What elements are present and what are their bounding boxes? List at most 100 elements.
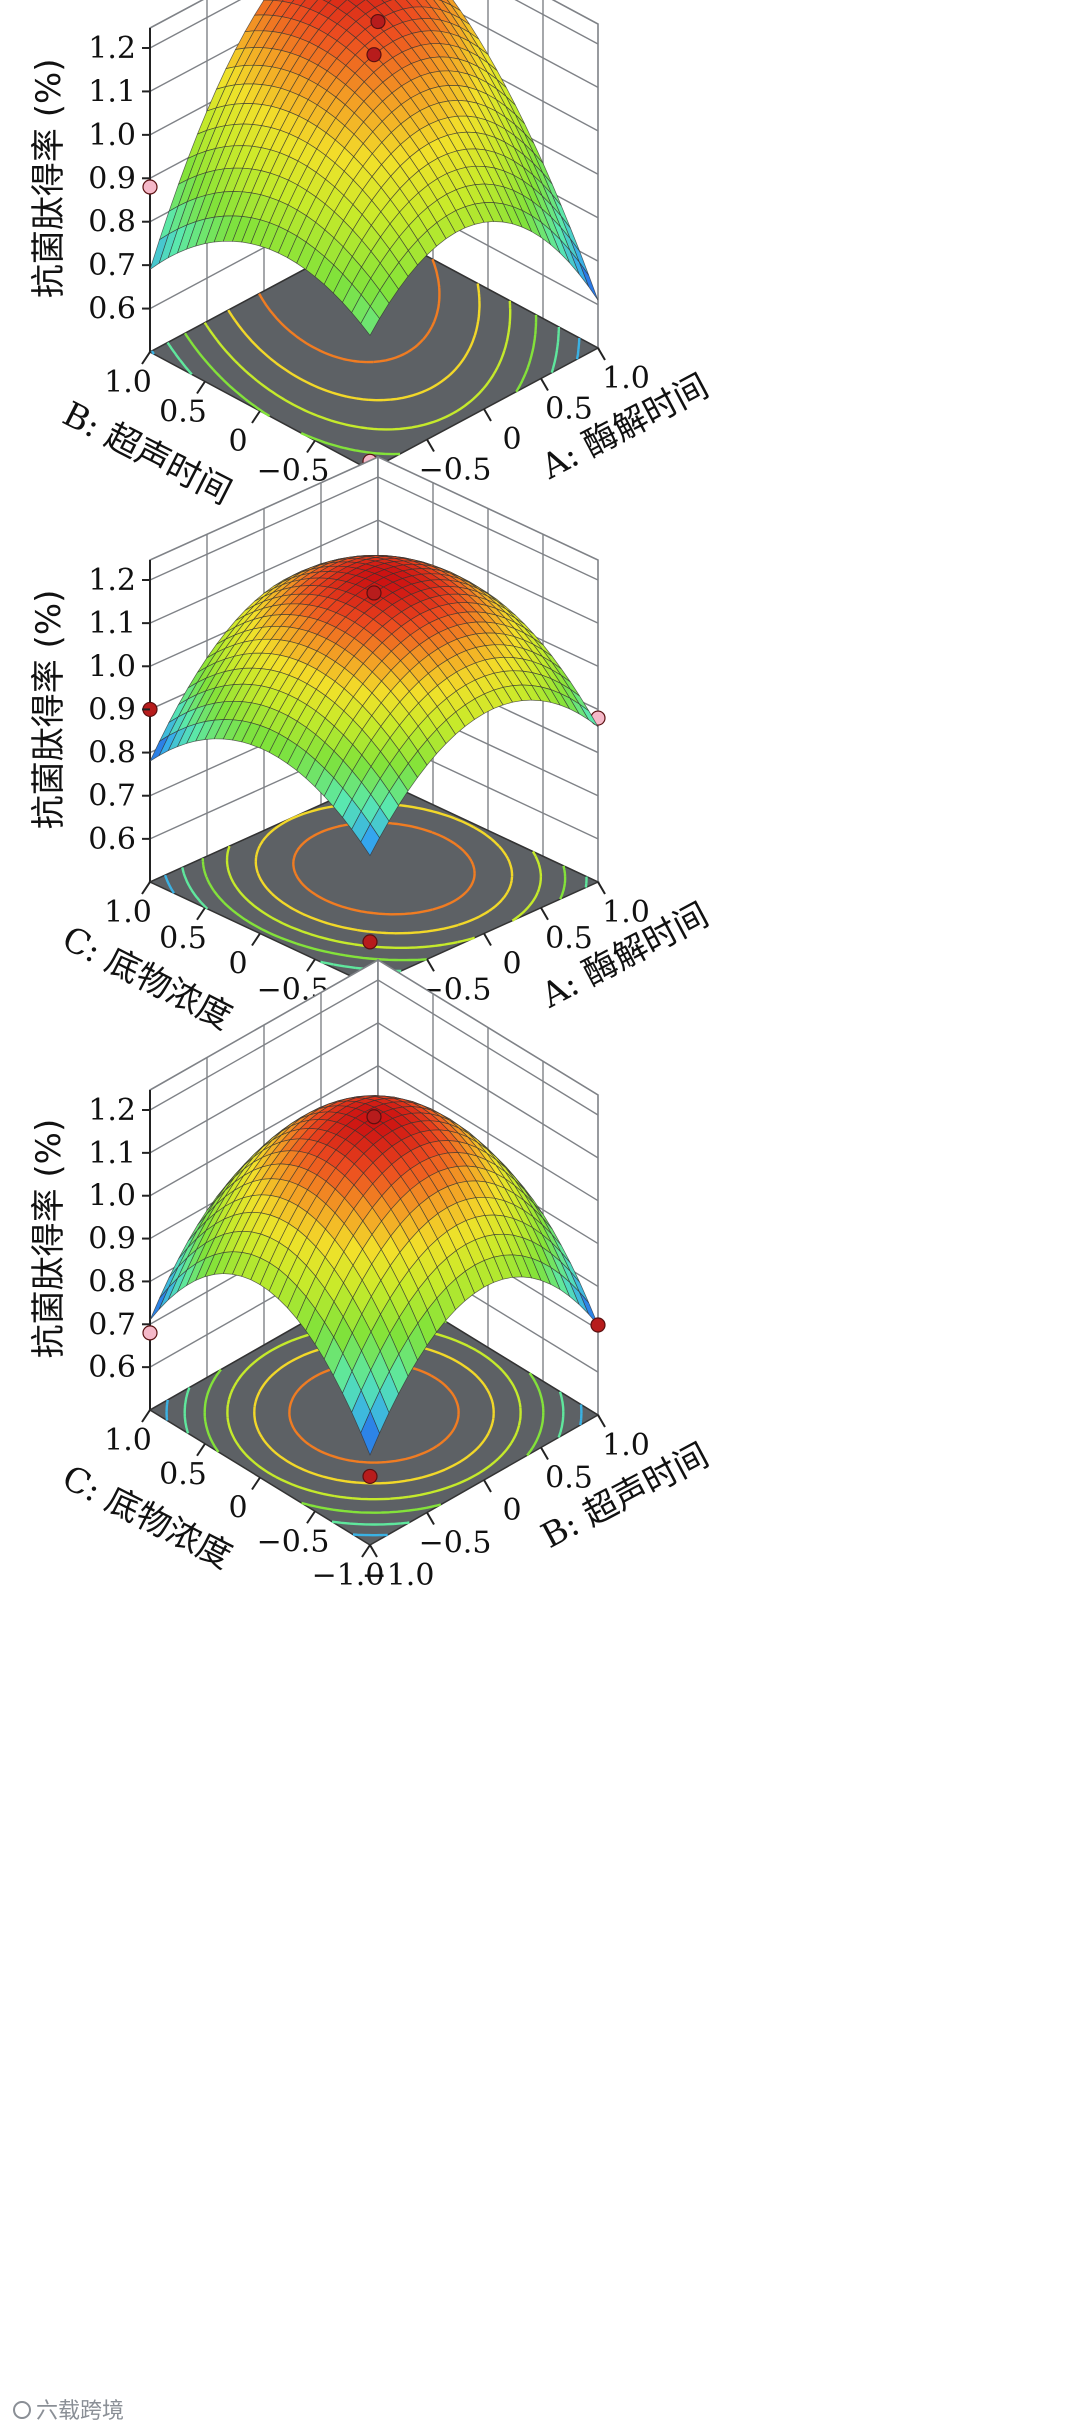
x-tick-label: 0.5 — [545, 921, 593, 956]
z-axis-title: 抗菌肽得率 (%) — [29, 58, 69, 298]
x-tick-label: 0 — [502, 1493, 521, 1528]
z-tick-label: 1.0 — [88, 1179, 136, 1214]
z-tick-label: 0.9 — [88, 692, 136, 727]
z-axis-title: 抗菌肽得率 (%) — [29, 1119, 69, 1359]
y-tick — [306, 958, 316, 972]
y-tick-label: 1.0 — [104, 895, 152, 930]
wall-grid-line — [377, 1022, 599, 1159]
wall-grid-line — [149, 979, 379, 1111]
x-tick — [597, 1414, 606, 1428]
wall-grid-line — [377, 979, 599, 1116]
design-point — [366, 47, 382, 63]
y-axis-title: C: 底物浓度 — [56, 919, 238, 1038]
y-tick — [251, 932, 261, 947]
z-tick-label: 0.6 — [88, 292, 136, 327]
y-tick-label: −1.0 — [312, 1558, 385, 1593]
z-tick-label: 1.0 — [88, 649, 136, 684]
contour-line — [258, 258, 441, 364]
y-tick-label: 0.5 — [159, 395, 207, 430]
y-tick-label: 1.0 — [104, 365, 152, 400]
watermark: 六载跨境 — [13, 2399, 124, 2424]
x-tick — [369, 1544, 378, 1558]
contour-line — [203, 300, 512, 431]
x-tick — [597, 881, 606, 895]
contour-line — [227, 283, 481, 402]
design-point — [590, 1317, 606, 1333]
x-tick-label: −1.0 — [362, 1558, 435, 1593]
watermark-text: 六载跨境 — [36, 2399, 124, 2424]
x-tick-label: −0.5 — [419, 1526, 492, 1561]
y-tick-label: 0 — [228, 1491, 247, 1526]
contour-line — [166, 326, 561, 376]
y-tick — [251, 410, 261, 424]
y-tick — [141, 351, 151, 365]
x-tick — [426, 1511, 435, 1526]
contour-line — [292, 821, 476, 916]
x-tick — [540, 377, 549, 392]
wall-grid-line — [433, 0, 599, 89]
design-point — [370, 13, 386, 30]
contour-line — [150, 338, 581, 360]
design-point — [362, 1468, 378, 1485]
z-tick-label: 0.7 — [88, 779, 136, 814]
z-tick-label: 1.1 — [88, 74, 136, 109]
contour-line — [201, 858, 567, 962]
z-tick-label: 0.8 — [88, 736, 136, 771]
x-tick — [540, 907, 549, 921]
design-point — [366, 1109, 382, 1125]
z-tick-label: 1.1 — [88, 606, 136, 641]
y-tick-label: 0 — [228, 947, 247, 982]
y-axis-title: B: 超声时间 — [56, 394, 237, 513]
x-tick-label: 1.0 — [602, 1428, 650, 1463]
z-tick-label: 1.2 — [88, 31, 136, 66]
contour-line — [253, 1340, 495, 1485]
z-tick-label: 1.0 — [88, 118, 136, 153]
y-tick — [361, 1544, 371, 1558]
x-tick-label: 1.0 — [602, 361, 650, 396]
y-tick — [196, 1443, 206, 1457]
design-point — [366, 585, 382, 601]
wall-grid-line — [149, 1022, 379, 1154]
y-tick-label: 1.0 — [104, 1423, 152, 1458]
contour-line — [184, 314, 538, 456]
x-tick-label: 0.5 — [545, 1461, 593, 1496]
z-tick-label: 1.2 — [88, 563, 136, 598]
wall-grid-line — [149, 519, 379, 624]
z-tick-label: 0.8 — [88, 1264, 136, 1299]
z-tick-label: 0.9 — [88, 161, 136, 196]
x-tick-label: 0 — [502, 422, 521, 457]
wall-grid-line — [149, 1065, 379, 1197]
contour-line — [165, 1288, 583, 1537]
x-tick — [597, 347, 606, 361]
surface-cell — [360, 1410, 380, 1456]
surface-cell — [360, 823, 380, 857]
wall-grid-line — [377, 476, 599, 581]
y-tick — [141, 881, 151, 895]
z-tick-label: 1.2 — [88, 1093, 136, 1128]
wall-grid-line — [149, 476, 379, 581]
design-point — [142, 179, 158, 195]
design-point — [142, 1325, 158, 1341]
z-tick-label: 0.9 — [88, 1222, 136, 1257]
wall-grid-line — [149, 0, 242, 49]
z-tick-label: 1.1 — [88, 1136, 136, 1171]
y-tick-label: −0.5 — [257, 454, 330, 489]
y-tick-label: 0 — [228, 424, 247, 459]
z-tick-label: 0.6 — [88, 822, 136, 857]
wall-grid-line — [377, 1065, 599, 1202]
x-tick-label: 1.0 — [602, 895, 650, 930]
response-surface — [149, 0, 599, 337]
wall-grid-line — [377, 519, 599, 624]
x-tick — [483, 408, 492, 422]
x-tick-label: 0.5 — [545, 392, 593, 427]
x-tick — [540, 1446, 549, 1461]
x-tick — [426, 438, 435, 453]
y-axis-title: C: 底物浓度 — [56, 1458, 238, 1577]
z-tick-label: 0.6 — [88, 1350, 136, 1385]
y-tick — [306, 1510, 316, 1524]
response-surface — [149, 1095, 599, 1456]
z-tick-label: 0.7 — [88, 1307, 136, 1342]
